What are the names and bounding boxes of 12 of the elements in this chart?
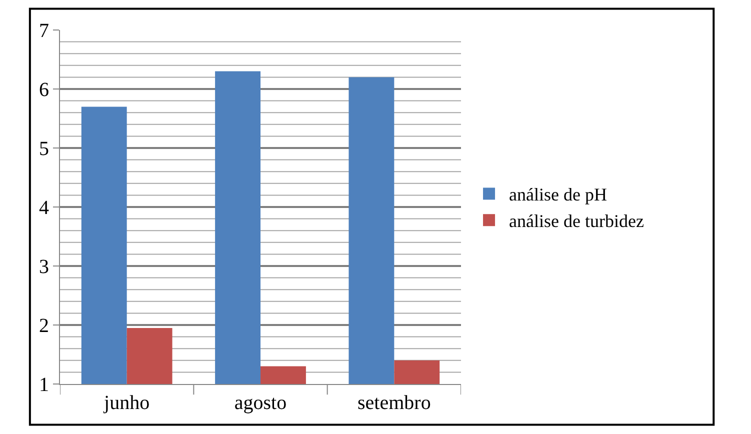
x-tick-label: agosto — [234, 392, 287, 414]
legend-label: análise de turbidez — [509, 211, 644, 232]
y-tick-label: 2 — [39, 315, 49, 337]
x-tick-label: setembro — [358, 392, 431, 414]
y-tick-label: 3 — [39, 256, 49, 278]
y-tick-label: 5 — [39, 138, 49, 160]
y-tick-label: 6 — [39, 79, 49, 101]
y-tick-label: 7 — [39, 20, 49, 42]
y-tick-label: 1 — [39, 374, 49, 396]
legend-label: análise de pH — [509, 184, 607, 205]
x-tick-label: junho — [103, 392, 150, 414]
y-tick-label: 4 — [39, 197, 49, 219]
